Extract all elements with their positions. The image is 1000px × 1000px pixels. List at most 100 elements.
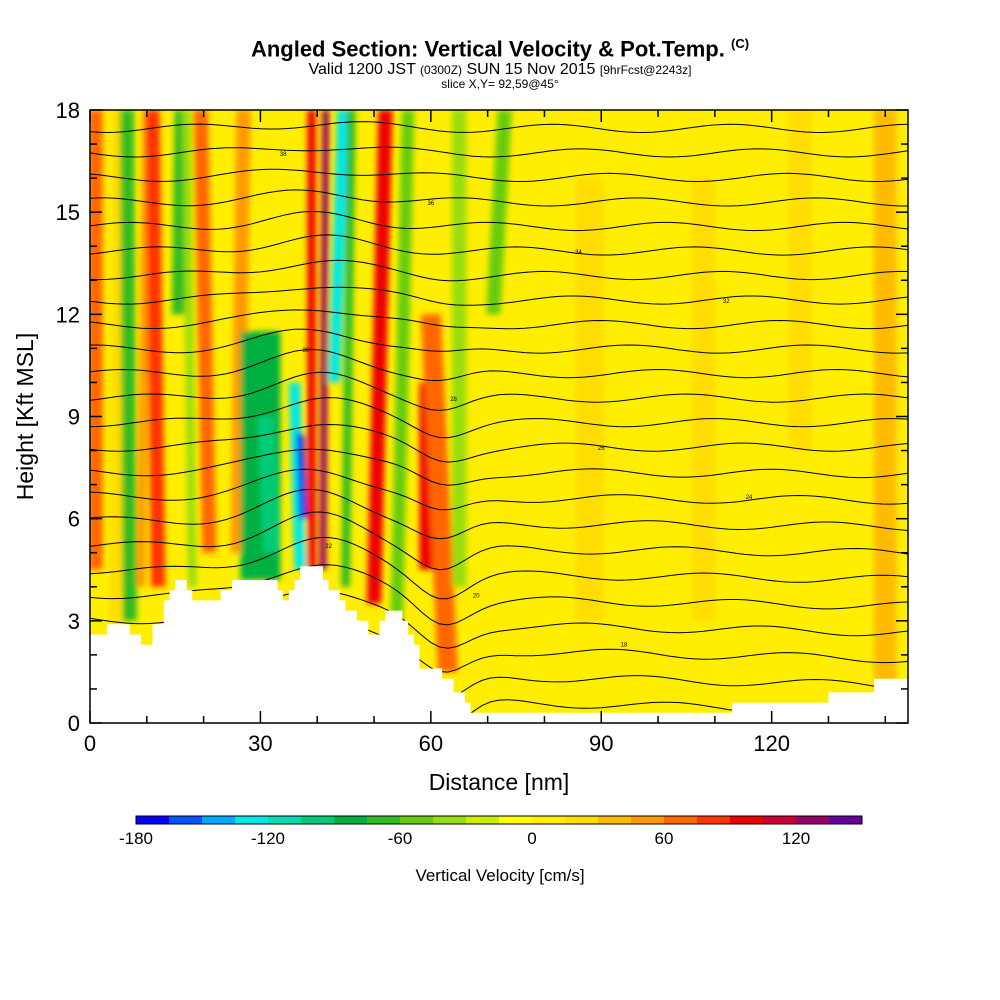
velocity-bands <box>90 110 897 689</box>
isentrope-line <box>90 189 908 207</box>
colorbar-swatch <box>433 816 466 824</box>
colorbar-swatch <box>829 816 862 824</box>
x-tick-label: 30 <box>248 731 272 756</box>
isentrope-line <box>90 511 908 571</box>
isentrope-line <box>90 259 908 282</box>
colorbar-swatch <box>499 816 532 824</box>
isentrope-label: 28 <box>450 397 457 403</box>
isentrope-line <box>90 537 908 600</box>
colorbar-swatch <box>730 816 763 824</box>
velocity-band <box>307 110 316 570</box>
isentrope-line <box>90 488 908 540</box>
isentrope-line <box>90 168 908 183</box>
isentrope-label: 26 <box>598 446 605 452</box>
y-tick-label: 18 <box>56 98 80 123</box>
colorbar-swatch <box>565 816 598 824</box>
colorbar-swatch <box>664 816 697 824</box>
y-tick-label: 6 <box>68 507 80 532</box>
y-tick-label: 0 <box>68 711 80 736</box>
isentrope-line <box>90 468 908 511</box>
isentrope-label: 24 <box>746 495 753 501</box>
x-axis-title: Distance [nm] <box>429 769 570 795</box>
x-tick-label: 90 <box>589 731 613 756</box>
isentrope-line <box>90 234 908 256</box>
plot-area: 161820222426283032343638 <box>90 110 908 723</box>
colorbar-tick-label: 120 <box>782 829 810 848</box>
isentrope-line <box>90 397 908 439</box>
colorbar-swatch <box>598 816 631 824</box>
colorbar-swatch <box>301 816 334 824</box>
velocity-band <box>257 416 281 553</box>
velocity-band <box>182 110 197 587</box>
isentrope-label: 38 <box>280 152 287 158</box>
isentrope-line <box>90 146 908 158</box>
colorbar-swatch <box>763 816 796 824</box>
x-tick-label: 0 <box>84 731 96 756</box>
chart-subtitle: Valid 1200 JST (0300Z) SUN 15 Nov 2015 [… <box>0 61 1000 79</box>
velocity-band <box>341 110 356 587</box>
x-tick-label: 120 <box>753 731 790 756</box>
isentrope-line <box>90 328 908 354</box>
velocity-band <box>366 110 393 604</box>
velocity-band <box>119 110 137 621</box>
y-tick-label: 12 <box>56 302 80 327</box>
velocity-band <box>486 110 512 315</box>
isentrope-line <box>90 348 908 381</box>
isentrope-line <box>90 423 908 463</box>
colorbar-tick-label: -60 <box>388 829 413 848</box>
x-tick-label: 60 <box>419 731 443 756</box>
isentrope-label: 32 <box>723 299 730 305</box>
isentrope-label: 34 <box>575 250 582 256</box>
isentrope-line <box>90 371 908 411</box>
y-tick-label: 15 <box>56 200 80 225</box>
valid-utc: (0300Z) <box>420 63 463 77</box>
velocity-band <box>193 110 217 553</box>
colorbar-swatch <box>697 816 730 824</box>
velocity-band <box>692 178 715 621</box>
velocity-band <box>328 110 349 383</box>
colorbar-swatch <box>532 816 565 824</box>
colorbar-swatch <box>367 816 400 824</box>
y-axis-title: Height [Kft MSL] <box>12 333 38 500</box>
velocity-band <box>575 178 605 621</box>
colorbar-swatch <box>631 816 664 824</box>
isentrope-line <box>90 309 908 330</box>
isentrope-line <box>90 121 908 134</box>
isentrope-label: 18 <box>621 642 628 648</box>
isentrope-line <box>90 564 908 626</box>
colorbar: -180 -120 -60 0 60 120 Vertical Velocity [cm/s… <box>119 815 863 885</box>
colorbar-swatch <box>466 816 499 824</box>
chart-title: Angled Section: Vertical Velocity & Pot.… <box>0 36 1000 62</box>
colorbar-swatch <box>169 816 202 824</box>
chart-title-main: Angled Section: Vertical Velocity & Pot.… <box>250 36 725 62</box>
forecast-info: [9hrFcst@2243z] <box>599 63 692 77</box>
isentrope-line <box>90 286 908 306</box>
velocity-band <box>788 110 812 451</box>
colorbar-tick-label: 60 <box>655 829 674 848</box>
isentrope-label: 20 <box>473 593 480 599</box>
isentrope-label: 22 <box>325 544 332 550</box>
colorbar-swatch <box>334 816 367 824</box>
colorbar-swatch <box>268 816 301 824</box>
colorbar-swatch <box>136 816 169 824</box>
colorbar-tick-label: -180 <box>119 829 153 848</box>
velocity-band <box>296 433 307 519</box>
colorbar-title: Vertical Velocity [cm/s] <box>415 866 584 885</box>
colorbar-swatch <box>235 816 268 824</box>
isentrope-lines <box>90 121 908 723</box>
y-tick-label: 3 <box>68 609 80 634</box>
colorbar-tick-label: 0 <box>527 829 536 848</box>
velocity-band <box>420 314 458 672</box>
colorbar-swatch <box>400 816 433 824</box>
velocity-band <box>452 110 467 587</box>
valid-date: SUN 15 Nov 2015 <box>466 61 596 78</box>
slice-info: slice X,Y= 92,59@45° <box>441 77 559 91</box>
colorbar-tick-label: -120 <box>251 829 285 848</box>
y-tick-label: 9 <box>68 405 80 430</box>
velocity-band <box>319 110 330 570</box>
colorbar-swatch <box>202 816 235 824</box>
isentrope-line <box>90 448 908 486</box>
colorbar-swatch <box>796 816 829 824</box>
valid-prefix: Valid 1200 JST <box>308 61 416 78</box>
